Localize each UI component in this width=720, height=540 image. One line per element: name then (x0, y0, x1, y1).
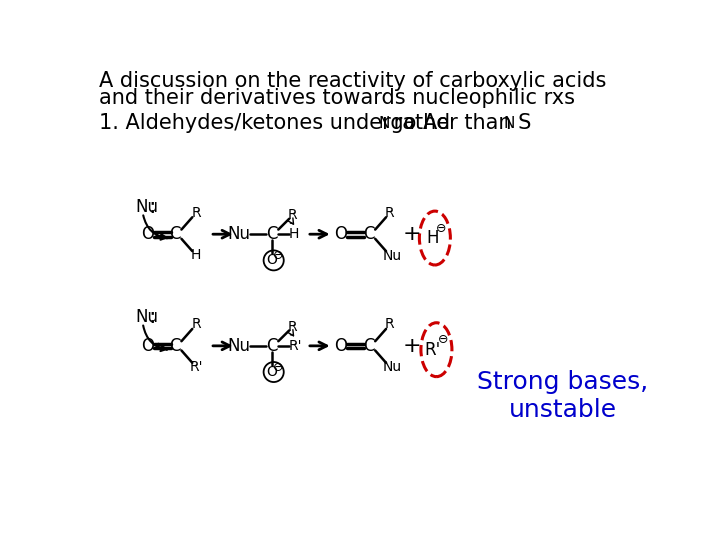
Text: C: C (266, 225, 278, 243)
Text: A discussion on the reactivity of carboxylic acids: A discussion on the reactivity of carbox… (99, 71, 607, 91)
Text: O: O (141, 225, 154, 243)
Text: Nu: Nu (228, 225, 251, 243)
Text: +: + (402, 224, 421, 244)
Text: R: R (192, 206, 201, 220)
Text: C: C (364, 337, 374, 355)
Text: H: H (289, 227, 299, 241)
Text: O: O (141, 337, 154, 355)
Text: and their derivatives towards nucleophilic rxs: and their derivatives towards nucleophil… (99, 88, 575, 108)
Text: O: O (335, 337, 348, 355)
Text: Nu: Nu (135, 198, 158, 216)
Text: O: O (266, 253, 278, 267)
Text: O: O (335, 225, 348, 243)
Text: Strong bases,
unstable: Strong bases, unstable (477, 370, 649, 422)
Text: R: R (287, 208, 297, 222)
Text: R: R (192, 318, 201, 332)
Text: rather than S: rather than S (387, 112, 531, 132)
Text: R': R' (424, 341, 441, 359)
Text: R: R (385, 206, 395, 220)
Text: C: C (364, 225, 374, 243)
Text: R': R' (289, 339, 302, 353)
Text: C: C (169, 225, 181, 243)
Text: Nu: Nu (135, 308, 158, 326)
Text: C: C (266, 337, 278, 355)
Text: N: N (503, 117, 515, 131)
Text: O: O (266, 365, 278, 379)
Text: :: : (148, 307, 156, 327)
Text: :: : (148, 197, 156, 217)
Text: 1. Aldehydes/ketones undergo Ad: 1. Aldehydes/ketones undergo Ad (99, 112, 451, 132)
Text: Nu: Nu (383, 360, 402, 374)
Text: Nu: Nu (383, 249, 402, 263)
Text: R: R (385, 318, 395, 332)
Text: +: + (402, 336, 421, 356)
Text: H: H (191, 248, 202, 262)
Text: R: R (287, 320, 297, 334)
Text: C: C (169, 337, 181, 355)
Text: Nu: Nu (228, 337, 251, 355)
Text: ⊖: ⊖ (436, 221, 446, 234)
Text: ⊖: ⊖ (438, 333, 449, 346)
Text: N: N (378, 117, 390, 131)
Text: R': R' (189, 360, 203, 374)
Text: ⊖: ⊖ (273, 361, 284, 374)
Text: H: H (426, 229, 438, 247)
Text: ⊖: ⊖ (273, 249, 284, 262)
